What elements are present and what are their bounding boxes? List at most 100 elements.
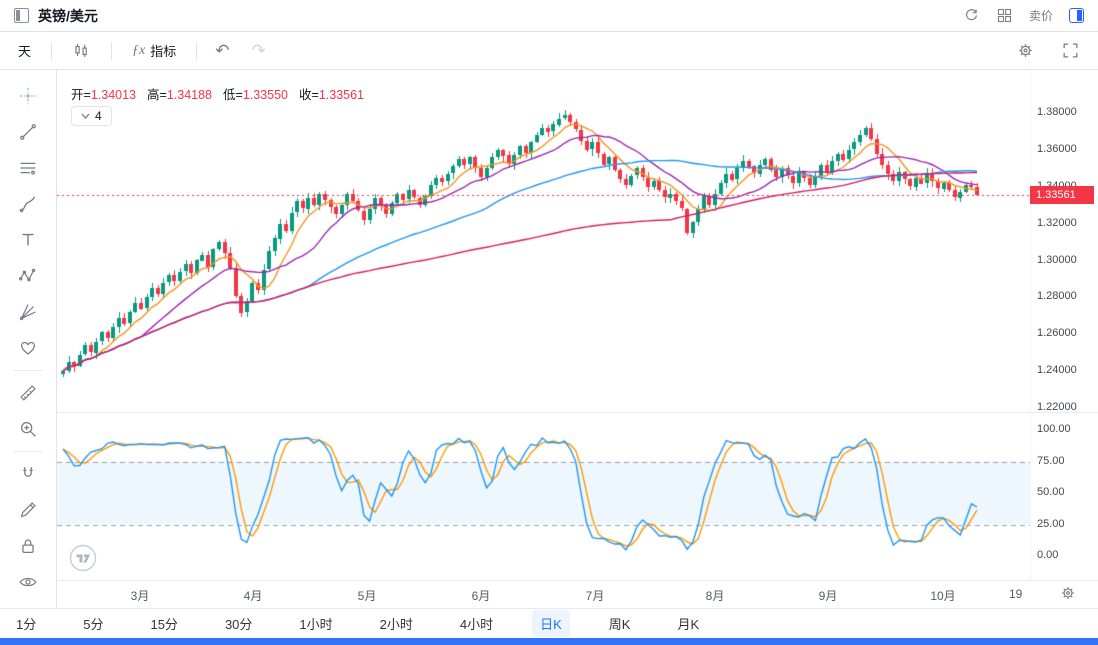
timeframe-tab-10[interactable]: 月K xyxy=(669,610,707,637)
zoom-in-tool[interactable] xyxy=(11,412,45,446)
text-icon xyxy=(22,233,34,246)
price-axis-tick: 1.30000 xyxy=(1037,253,1077,266)
symbol-header: 英镑/美元 卖价 xyxy=(0,0,1098,32)
sell-price-toggle[interactable]: 卖价 xyxy=(1028,9,1053,23)
ma-count-dropdown[interactable]: 4 xyxy=(71,106,112,126)
month-label: 8月 xyxy=(705,589,725,603)
timeframe-tab-1[interactable]: 1分 xyxy=(8,610,44,637)
text-tool[interactable] xyxy=(11,223,45,257)
zoom-in-icon xyxy=(20,421,36,437)
oscillator-axis-tick: 25.00 xyxy=(1037,517,1065,530)
timeframe-tab-3[interactable]: 15分 xyxy=(142,610,185,637)
timeframe-bar: 1分 5分 15分 30分 1小时 2小时 4小时 日K 周K 月K xyxy=(0,608,1098,638)
chart-settings-button[interactable] xyxy=(1010,37,1041,64)
heart-tool[interactable] xyxy=(11,331,45,365)
brush-icon xyxy=(19,196,36,213)
timeframe-tab-8[interactable]: 日K xyxy=(532,610,570,637)
xabcd-pattern-icon xyxy=(18,268,36,282)
panel-toggle-icon[interactable] xyxy=(1069,8,1084,23)
eye-icon xyxy=(19,577,37,587)
horizontal-lines-tool[interactable] xyxy=(11,151,45,185)
refresh-icon[interactable] xyxy=(963,7,980,24)
trend-line-icon xyxy=(20,124,36,140)
price-axis-tick: 1.38000 xyxy=(1037,106,1077,118)
price-axis[interactable]: 1.380001.360001.340001.320001.300001.280… xyxy=(1030,70,1098,580)
last-price-tag: 1.33561 xyxy=(1030,186,1094,204)
month-label: 6月 xyxy=(471,589,491,603)
symbol-title: 英镑/美元 xyxy=(38,7,98,24)
month-label: 3月 xyxy=(130,589,150,603)
legend-high: 高=1.34188 xyxy=(147,88,212,102)
layout-grid-icon[interactable] xyxy=(996,7,1013,24)
oscillator-axis-tick: 50.00 xyxy=(1037,486,1065,498)
ruler-icon xyxy=(20,385,36,401)
partial-date-label: 19 xyxy=(1009,587,1023,601)
chevron-down-icon xyxy=(81,113,90,119)
ruler-tool[interactable] xyxy=(11,376,45,410)
time-axis[interactable]: 3月 4月 5月 6月 7月 8月 9月 10月 19 xyxy=(57,580,1098,608)
tradingview-logo[interactable] xyxy=(69,544,97,572)
oscillator-canvas[interactable] xyxy=(57,412,1030,580)
month-label: 5月 xyxy=(357,589,377,603)
chart-toolbar: 天 ƒx 指标 ↶ ↷ xyxy=(0,32,1098,70)
drawing-mode-tool[interactable] xyxy=(11,493,45,527)
pane-divider xyxy=(57,412,1098,413)
indicators-button[interactable]: ƒx 指标 xyxy=(126,37,182,64)
gear-icon xyxy=(1062,587,1074,599)
timeframe-tab-9[interactable]: 周K xyxy=(601,610,639,637)
toolbar-divider xyxy=(111,41,113,60)
lock-drawings-tool[interactable] xyxy=(11,529,45,563)
price-axis-tick: 1.22000 xyxy=(1037,401,1077,413)
gear-icon xyxy=(1019,44,1032,57)
hide-drawings-tool[interactable] xyxy=(11,565,45,599)
crosshair-tool[interactable] xyxy=(11,79,45,113)
interval-button[interactable]: 天 xyxy=(12,37,37,64)
trend-line-tool[interactable] xyxy=(11,115,45,149)
magnet-tool[interactable] xyxy=(11,457,45,491)
tools-divider xyxy=(13,451,43,452)
price-axis-tick: 1.26000 xyxy=(1037,327,1077,340)
ma-count-value: 4 xyxy=(95,109,102,123)
chart-style-button[interactable] xyxy=(66,37,97,64)
symbol-icon[interactable] xyxy=(14,8,29,23)
fullscreen-button[interactable] xyxy=(1055,37,1086,64)
timeframe-tab-2[interactable]: 5分 xyxy=(75,610,111,637)
candlestick-icon xyxy=(75,44,87,57)
lock-icon xyxy=(22,539,34,554)
magnet-icon xyxy=(23,467,33,477)
chart-area: 开=1.34013 高=1.34188 低=1.33550 收=1.33561 … xyxy=(57,70,1098,608)
crosshair-icon xyxy=(19,87,37,105)
bottom-bar xyxy=(0,638,1098,645)
fullscreen-icon xyxy=(1063,43,1078,58)
forecast-icon xyxy=(19,304,36,321)
toolbar-divider xyxy=(51,41,53,60)
timeframe-tab-4[interactable]: 30分 xyxy=(217,610,260,637)
price-chart-canvas[interactable] xyxy=(57,70,1030,412)
undo-button[interactable]: ↶ xyxy=(211,39,233,63)
interval-label: 天 xyxy=(18,44,32,59)
price-axis-tick: 1.24000 xyxy=(1037,364,1077,377)
forecast-tool[interactable] xyxy=(11,295,45,329)
price-axis-tick: 1.36000 xyxy=(1037,142,1077,155)
horizontal-lines-icon xyxy=(20,162,36,175)
fx-icon: ƒx xyxy=(132,42,146,58)
month-label: 4月 xyxy=(243,589,263,603)
toolbar-divider xyxy=(196,41,198,60)
oscillator-axis-tick: 75.00 xyxy=(1037,454,1065,467)
price-axis-tick: 1.32000 xyxy=(1037,216,1077,229)
timeframe-tab-7[interactable]: 4小时 xyxy=(452,610,501,637)
axis-settings-button[interactable] xyxy=(1059,584,1077,605)
redo-button[interactable]: ↷ xyxy=(248,39,270,63)
tools-divider xyxy=(13,370,43,371)
drawing-toolbar xyxy=(0,70,57,608)
timeframe-tab-6[interactable]: 2小时 xyxy=(372,610,421,637)
brush-tool[interactable] xyxy=(11,187,45,221)
timeframe-tab-5[interactable]: 1小时 xyxy=(291,610,340,637)
month-label: 9月 xyxy=(818,589,838,603)
ohlc-legend: 开=1.34013 高=1.34188 低=1.33550 收=1.33561 xyxy=(71,84,364,103)
month-label: 10月 xyxy=(930,589,956,603)
legend-open: 开=1.34013 xyxy=(71,88,136,102)
price-axis-tick: 1.28000 xyxy=(1037,290,1077,303)
pattern-tool[interactable] xyxy=(11,259,45,293)
